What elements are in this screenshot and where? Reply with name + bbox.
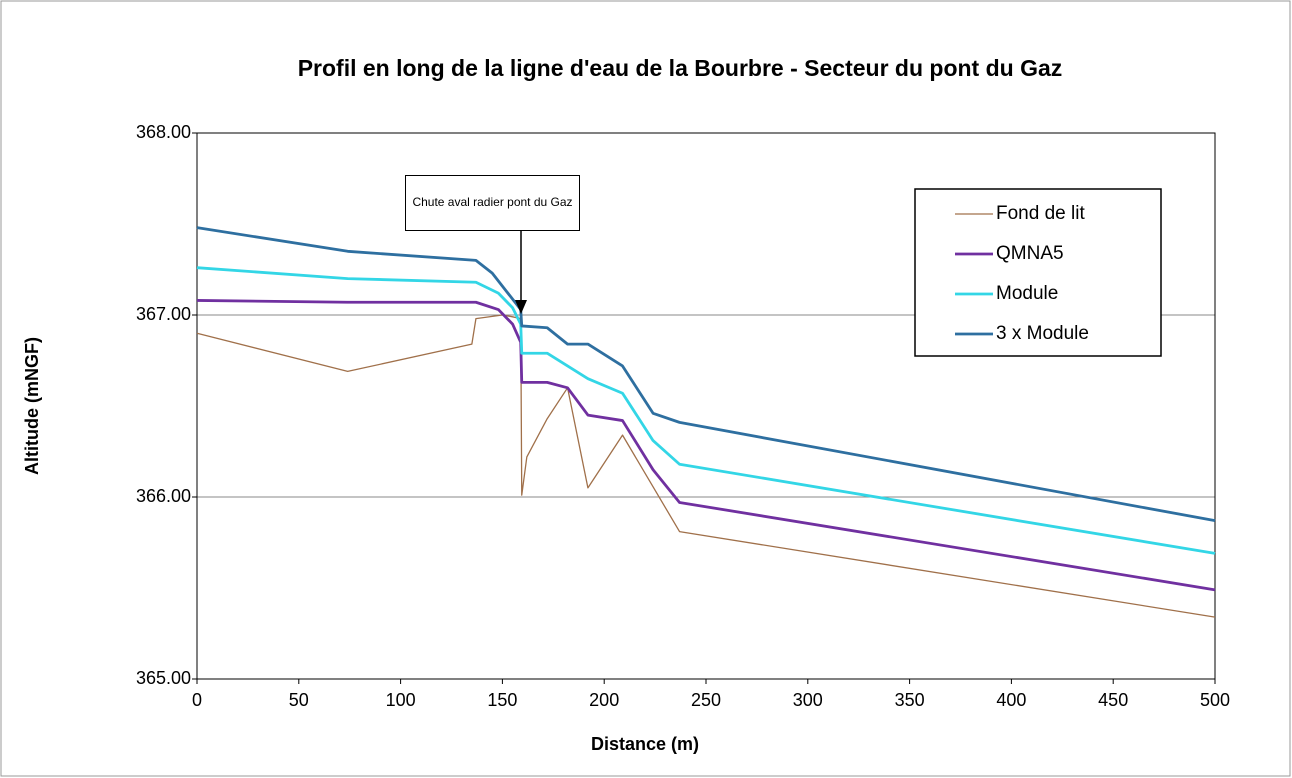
legend-label: QMNA5 — [996, 243, 1064, 264]
chart-title: Profil en long de la ligne d'eau de la B… — [298, 55, 1063, 81]
annotation: Chute aval radier pont du Gaz — [405, 175, 580, 231]
legend-label: 3 x Module — [996, 323, 1089, 344]
y-axis-label: Altitude (mNGF) — [22, 337, 42, 475]
series-line — [196, 299, 1216, 592]
y-tick-label: 367.00 — [136, 304, 191, 324]
x-tick-label: 300 — [793, 690, 823, 710]
x-axis-label: Distance (m) — [591, 734, 699, 754]
plot-frame — [196, 132, 1216, 680]
x-tick-label: 400 — [996, 690, 1026, 710]
y-tick-label: 368.00 — [136, 122, 191, 142]
legend — [914, 188, 1162, 357]
x-tick-label: 200 — [589, 690, 619, 710]
legend-label: Module — [996, 283, 1058, 304]
x-tick-label: 50 — [289, 690, 309, 710]
x-tick-label: 100 — [386, 690, 416, 710]
lines — [196, 226, 1216, 618]
y-tick-label: 365.00 — [136, 668, 191, 688]
x-tick-label: 500 — [1200, 690, 1230, 710]
x-tick-label: 0 — [192, 690, 202, 710]
series-line — [196, 226, 1216, 523]
x-tick-label: 150 — [487, 690, 517, 710]
x-tick-label: 250 — [691, 690, 721, 710]
x-tick-label: 450 — [1098, 690, 1128, 710]
series-line — [196, 266, 1216, 555]
legend-label: Fond de lit — [996, 203, 1085, 224]
x-tick-label: 350 — [895, 690, 925, 710]
annotation-arrowhead — [515, 300, 527, 314]
legend-items: Fond de lit QMNA5 Module 3 x Module — [955, 203, 1089, 344]
series-line — [196, 314, 1216, 618]
y-tick-label: 366.00 — [136, 486, 191, 506]
